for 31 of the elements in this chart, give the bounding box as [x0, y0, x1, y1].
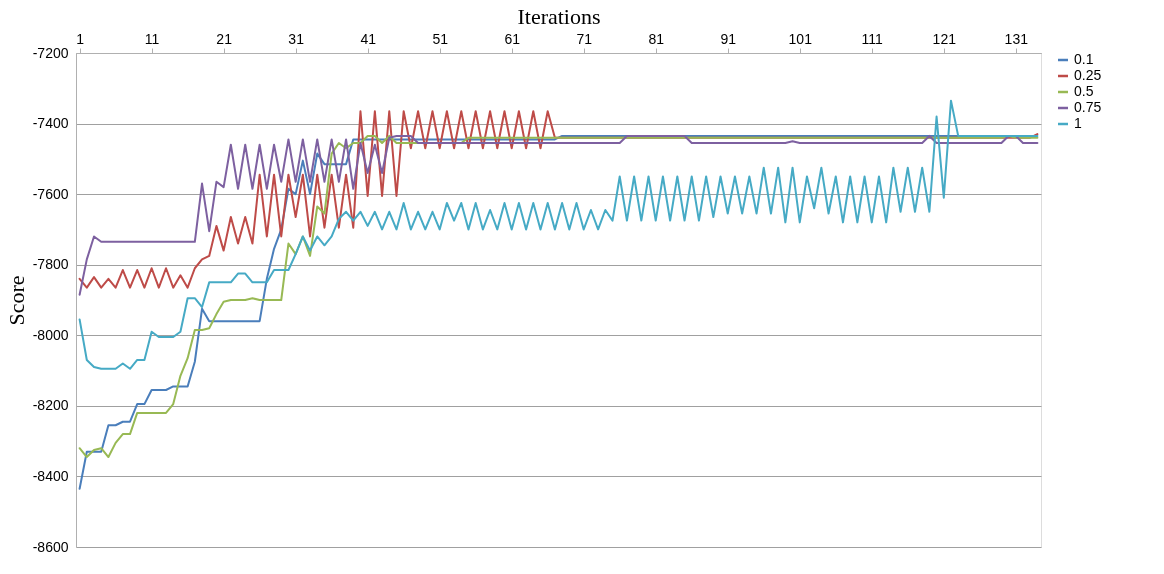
legend-label: 0.5	[1074, 83, 1094, 99]
y-tick-label: -8200	[32, 397, 69, 414]
legend-label: 0.1	[1074, 51, 1094, 67]
y-tick-label: -8000	[32, 326, 69, 343]
x-tick-label: 21	[216, 30, 233, 47]
y-tick-label: -7200	[32, 44, 69, 61]
y-tick-label: -7800	[32, 256, 69, 273]
x-tick-label: 61	[504, 30, 521, 47]
legend-label: 0.25	[1074, 67, 1102, 83]
y-tick-label: -7600	[32, 185, 69, 202]
y-tick-label: -8600	[32, 538, 69, 555]
x-tick-label: 71	[576, 30, 593, 47]
y-axis-title: Score	[3, 275, 29, 326]
x-tick-label: 131	[1004, 30, 1029, 47]
line-series	[78, 99, 1039, 370]
x-tick-label: 31	[288, 30, 305, 47]
legend-label: 1	[1074, 115, 1082, 131]
x-tick-label: 91	[720, 30, 737, 47]
line-series	[78, 134, 1039, 296]
y-tick-label: -8400	[32, 467, 69, 484]
x-tick-label: 11	[144, 30, 160, 47]
x-axis-title: Iterations	[517, 3, 601, 29]
x-tick-label: 121	[932, 30, 957, 47]
x-tick-label: 41	[360, 30, 377, 47]
y-tick-label: -7400	[32, 115, 69, 132]
x-tick-label: 111	[861, 30, 884, 47]
x-tick-label: 51	[432, 30, 449, 47]
legend-label: 0.75	[1074, 99, 1102, 115]
x-tick-label: 101	[788, 30, 813, 47]
x-tick-label: 1	[76, 30, 85, 47]
x-tick-label: 81	[648, 30, 665, 47]
